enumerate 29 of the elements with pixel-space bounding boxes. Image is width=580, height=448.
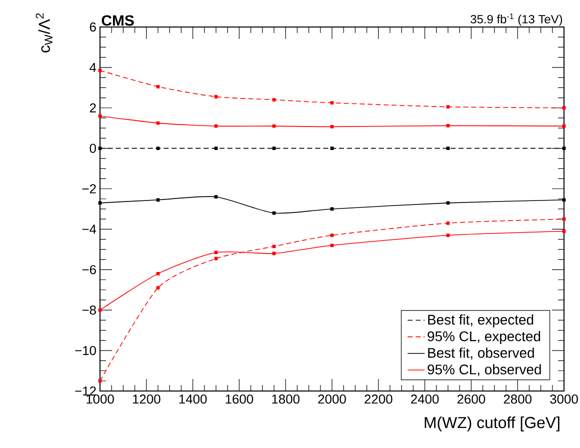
legend-label: 95% CL, expected: [428, 331, 540, 344]
y-tick-label: −12: [75, 386, 96, 396]
x-tick-label: 1000: [86, 394, 114, 404]
x-tick-label: 1400: [179, 394, 207, 404]
x-tick-label: 2800: [504, 394, 532, 404]
x-tick-label: 1800: [272, 394, 300, 404]
x-tick-label: 2200: [364, 394, 392, 404]
x-tick-label: 1600: [226, 394, 254, 404]
y-tick-label: −8: [82, 306, 96, 315]
y-tick-label: −10: [75, 346, 96, 356]
y-tick-label: 6: [90, 22, 96, 32]
legend-label: Best fit, observed: [428, 348, 534, 360]
x-tick-label: 2400: [411, 394, 439, 404]
y-tick-label: 2: [90, 103, 96, 112]
legend-label: 95% CL, observed: [428, 364, 541, 376]
x-axis-title: M(WZ) cutoff [GeV]: [424, 416, 560, 432]
y-tick-label: −4: [82, 224, 96, 234]
x-tick-label: 2600: [457, 394, 486, 404]
legend-label: Best fit, expected: [428, 314, 534, 328]
y-tick-label: −2: [82, 184, 96, 194]
x-tick-label: 3000: [550, 394, 578, 404]
x-tick-label: 2000: [318, 394, 346, 404]
y-tick-label: 0: [90, 144, 96, 153]
x-tick-label: 1200: [132, 394, 160, 404]
y-tick-label: −6: [82, 265, 96, 274]
text: 35.9 fb$^{-1}$ (13 TeV): [470, 13, 562, 26]
y-tick-label: 4: [90, 62, 96, 72]
chart-title: CMS: [102, 15, 134, 26]
y-axis-title: c$_{W}$/Λ$^{2}$: [36, 13, 52, 52]
